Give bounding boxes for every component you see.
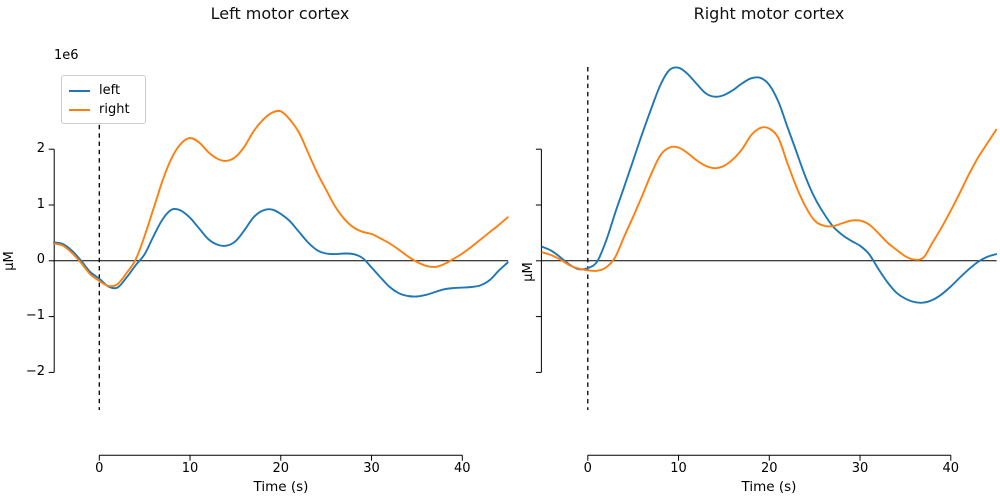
x-tick-label: 30 xyxy=(363,461,380,476)
series-line-left xyxy=(541,66,998,304)
y-tick-label: −2 xyxy=(25,363,45,379)
x-tick-label: 40 xyxy=(454,461,471,476)
y-tick-label: 0 xyxy=(36,252,45,268)
right-plot-title: Right motor cortex xyxy=(693,4,845,23)
legend-label: right xyxy=(99,102,130,117)
legend-entry: left xyxy=(69,81,138,100)
legend-entry: right xyxy=(69,100,138,119)
right-y-axis-label: μM xyxy=(521,262,536,282)
series-line-right xyxy=(52,109,509,288)
legend: left right xyxy=(61,75,146,124)
y-tick-label: 2 xyxy=(36,140,45,156)
series-line-right xyxy=(541,126,998,272)
x-tick-label: 10 xyxy=(670,461,687,476)
x-tick-label: 0 xyxy=(95,461,104,476)
left-plot-title: Left motor cortex xyxy=(210,4,350,23)
y-tick-label: −1 xyxy=(25,308,45,324)
x-tick-label: 40 xyxy=(942,461,960,476)
x-tick-label: 0 xyxy=(583,461,592,476)
x-tick-label: 20 xyxy=(272,461,290,476)
series-line-left xyxy=(52,207,509,298)
y-tick-label: 1 xyxy=(36,196,45,212)
x-tick-label: 30 xyxy=(851,461,869,476)
legend-line-sample xyxy=(69,89,90,92)
x-tick-label: 20 xyxy=(761,461,778,476)
legend-line-sample xyxy=(69,108,90,111)
legend-label: left xyxy=(99,83,121,98)
x-tick-label: 10 xyxy=(181,461,199,476)
right-x-axis-label: Time (s) xyxy=(741,479,797,495)
y-axis-offset-label: 1e6 xyxy=(54,48,79,63)
left-x-axis-label: Time (s) xyxy=(253,479,309,495)
